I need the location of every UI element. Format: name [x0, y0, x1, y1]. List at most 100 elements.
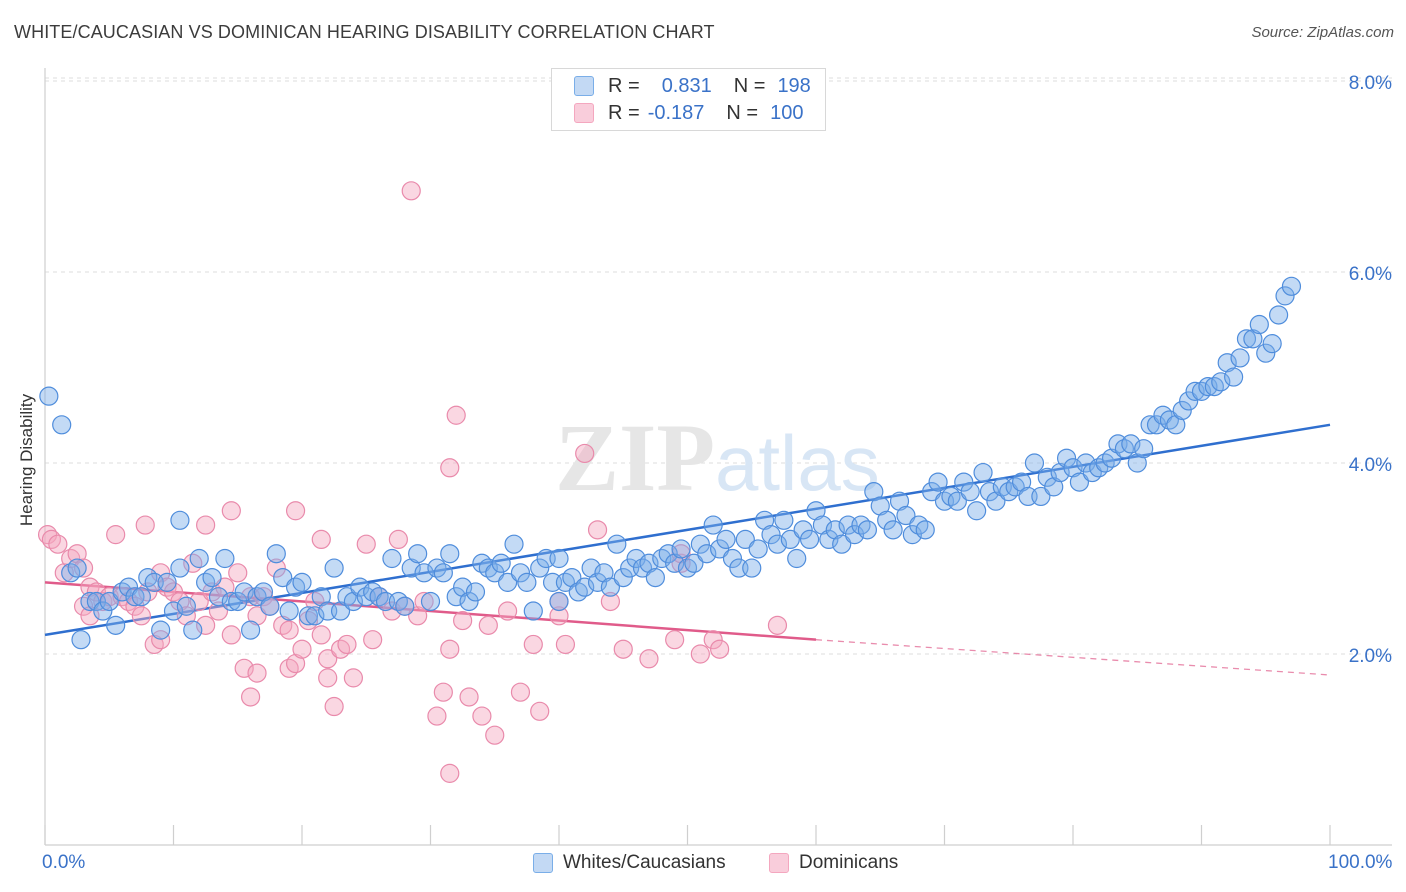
data-point: [266, 558, 286, 578]
data-point: [118, 577, 139, 597]
data-point: [221, 625, 241, 645]
data-point: [106, 525, 126, 545]
data-point: [928, 472, 948, 492]
data-point: [639, 553, 659, 573]
data-point: [517, 572, 537, 592]
data-point: [388, 529, 408, 550]
data-point: [221, 501, 241, 521]
data-point: [401, 558, 421, 578]
data-point: [266, 544, 286, 564]
data-point: [774, 510, 794, 530]
legend-r-label: R =: [608, 74, 640, 97]
data-point: [1101, 448, 1122, 468]
data-point: [594, 563, 614, 583]
data-point: [311, 625, 331, 645]
data-point: [877, 510, 897, 530]
data-point: [221, 591, 241, 612]
y-tick-label: 6.0%: [1349, 264, 1392, 285]
data-point: [189, 548, 209, 569]
legend-n-label: N =: [733, 74, 766, 97]
data-point: [819, 529, 839, 550]
data-point: [215, 577, 235, 597]
data-point: [273, 567, 293, 588]
data-point: [343, 668, 363, 688]
data-point: [607, 534, 627, 554]
data-point: [414, 591, 434, 612]
data-point: [832, 534, 852, 554]
data-point: [979, 482, 1000, 502]
data-point: [1249, 314, 1269, 335]
data-point: [382, 601, 402, 621]
data-point: [504, 534, 524, 554]
data-point: [555, 634, 576, 655]
x-tick-label-min: 0.0%: [42, 852, 86, 873]
data-point: [947, 491, 967, 511]
data-point: [600, 591, 621, 612]
data-point: [1262, 334, 1282, 354]
data-point: [279, 620, 299, 640]
data-point: [71, 630, 91, 650]
data-point: [967, 501, 987, 521]
data-point: [330, 601, 351, 621]
data-point: [684, 553, 704, 573]
data-point: [1063, 458, 1083, 478]
data-point: [324, 696, 344, 717]
data-point: [208, 601, 229, 621]
source-label: Source: ZipAtlas.com: [1251, 24, 1394, 41]
data-point: [690, 644, 710, 664]
legend-swatch-whites: [574, 76, 594, 96]
data-point: [722, 548, 743, 569]
data-point: [986, 491, 1006, 511]
data-point: [350, 577, 370, 597]
data-point: [799, 529, 820, 550]
data-point: [215, 548, 235, 569]
data-point: [1179, 391, 1199, 411]
data-point: [1198, 377, 1218, 397]
data-point: [485, 725, 505, 745]
data-point: [523, 634, 543, 655]
data-point: [228, 591, 248, 612]
bottom-legend-whites: Whites/Caucasians: [533, 852, 726, 874]
data-point: [703, 515, 723, 535]
data-point: [382, 548, 402, 569]
data-point: [510, 563, 531, 583]
x-tick-label-max: 100.0%: [1328, 852, 1393, 873]
data-point: [973, 462, 993, 483]
y-tick-label: 4.0%: [1349, 455, 1392, 476]
data-point: [202, 567, 222, 588]
data-point: [343, 591, 363, 612]
data-point: [247, 606, 267, 626]
data-point: [427, 706, 447, 726]
y-tick-label: 8.0%: [1349, 73, 1392, 94]
data-point: [748, 539, 768, 559]
bottom-legend-label-whites: Whites/Caucasians: [563, 852, 726, 873]
data-point: [433, 682, 453, 702]
data-point: [163, 601, 184, 621]
data-point: [54, 563, 74, 583]
data-point: [298, 606, 319, 626]
watermark: ZIP atlas: [555, 404, 880, 511]
data-point: [285, 501, 306, 521]
data-point: [581, 558, 601, 578]
data-point: [311, 587, 331, 607]
data-point: [1069, 472, 1090, 492]
data-point: [954, 472, 974, 492]
data-point: [80, 591, 100, 612]
data-point: [433, 563, 453, 583]
data-point: [562, 567, 582, 588]
data-point: [106, 615, 126, 635]
data-point: [1217, 353, 1237, 373]
legend-row-dominicans: R = -0.187 N = 100: [574, 100, 803, 126]
data-point: [1281, 276, 1302, 296]
data-point: [39, 386, 59, 406]
data-point: [305, 606, 325, 626]
data-point: [318, 668, 338, 688]
legend-r-label: R =: [608, 101, 640, 124]
data-point: [80, 606, 100, 626]
data-point: [1024, 453, 1045, 473]
data-point: [530, 701, 550, 721]
bottom-legend-swatch-dominicans: [769, 853, 789, 873]
data-point: [48, 534, 68, 554]
data-point: [530, 558, 550, 578]
